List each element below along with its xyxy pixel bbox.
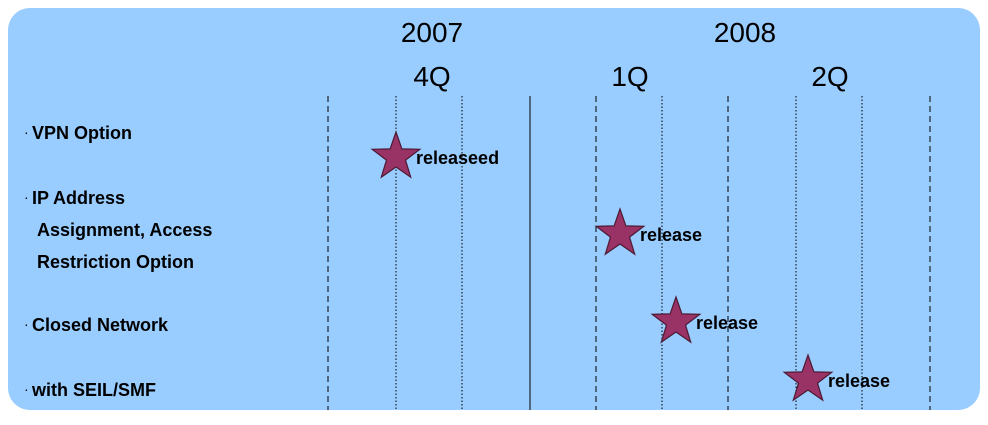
bullet: · xyxy=(24,189,29,205)
row-label: Restriction Option xyxy=(37,252,194,272)
quarter: 2Q xyxy=(811,61,848,92)
milestone-label: release xyxy=(828,371,890,391)
year: 2008 xyxy=(714,17,776,48)
row-label: Closed Network xyxy=(32,315,169,335)
quarter: 1Q xyxy=(611,61,648,92)
milestone-label: release xyxy=(640,225,702,245)
star xyxy=(594,207,646,256)
row-label: VPN Option xyxy=(32,123,132,143)
bullet: · xyxy=(24,124,29,140)
star xyxy=(782,353,834,402)
quarter: 4Q xyxy=(413,61,450,92)
year: 2007 xyxy=(401,17,463,48)
bullet: · xyxy=(24,381,29,397)
row-label: Assignment, Access xyxy=(37,220,212,240)
panel xyxy=(8,8,980,410)
star xyxy=(650,295,702,344)
milestone-label: releaseed xyxy=(416,148,499,168)
row-label: IP Address xyxy=(32,188,125,208)
star xyxy=(370,130,422,179)
grid xyxy=(327,96,931,410)
bullet: · xyxy=(24,316,29,332)
row-label: with SEIL/SMF xyxy=(31,380,156,400)
milestone-label: release xyxy=(696,313,758,333)
